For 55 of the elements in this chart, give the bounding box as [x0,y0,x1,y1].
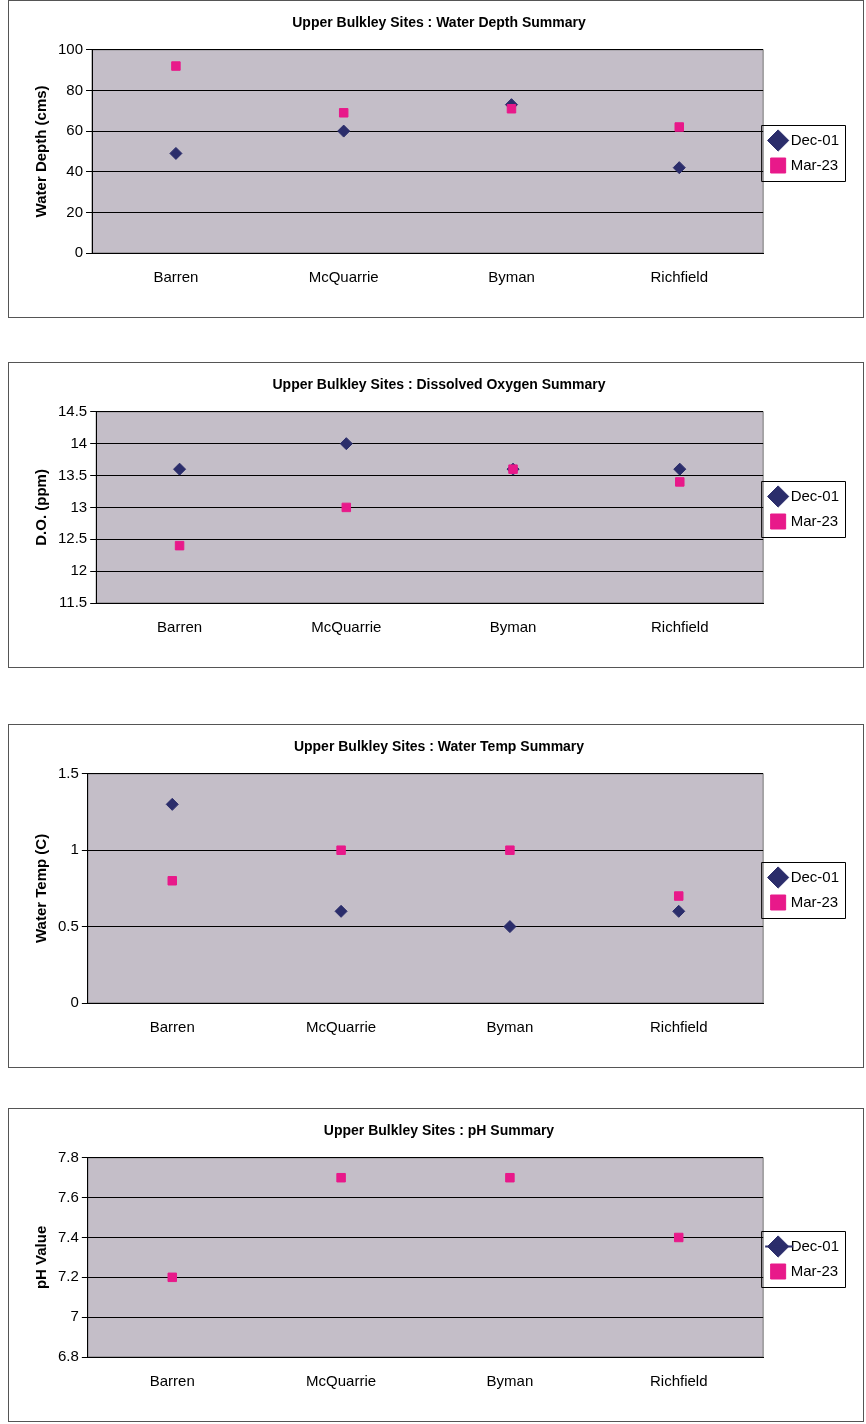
legend-label: Mar-23 [790,155,839,173]
y-tick-label: 11.5 [59,593,88,611]
legend-label: Mar-23 [790,1261,839,1279]
y-axis-title: pH Value [32,1225,50,1290]
y-tick-label: 0.5 [57,916,79,934]
legend-label: Mar-23 [790,892,839,910]
y-tick-label: 14 [70,433,88,451]
y-tick-label: 1.5 [57,763,79,781]
y-tick-label: 7.8 [57,1147,79,1165]
legend-label: Mar-23 [790,511,839,529]
y-tick-label: 40 [66,161,84,179]
y-tick-label: 13 [70,497,88,515]
x-tick-label: Richfield [651,618,709,636]
x-tick-label: Barren [153,268,199,286]
x-tick-label: Richfield [650,268,709,286]
legend-label: Dec-01 [790,130,839,148]
x-tick-label: Barren [149,1372,195,1390]
y-axis-title: D.O. (ppm) [32,469,50,546]
y-tick-label: 60 [66,121,84,139]
y-tick-label: 7 [70,1307,79,1325]
y-tick-label: 7.6 [57,1187,79,1205]
y-tick-label: 1 [70,840,79,858]
y-tick-label: 20 [66,202,84,220]
x-tick-label: Byman [489,618,537,636]
legend-label: Dec-01 [790,867,839,885]
y-tick-label: 13.5 [57,465,88,483]
y-axis-title: Water Temp (C) [32,833,50,943]
y-tick-label: 14.5 [57,401,88,419]
y-tick-label: 7.2 [57,1267,79,1285]
x-tick-label: Richfield [649,1018,708,1036]
y-axis-title: Water Depth (cms) [32,85,50,218]
x-tick-label: Barren [157,618,203,636]
x-tick-label: McQuarrie [308,268,379,286]
y-tick-label: 7.4 [57,1227,79,1245]
x-tick-label: McQuarrie [311,618,382,636]
y-tick-label: 6.8 [57,1347,79,1365]
x-tick-label: Barren [149,1018,195,1036]
x-tick-label: Byman [486,1018,534,1036]
legend-label: Dec-01 [790,486,839,504]
chart-title: Upper Bulkley Sites : Dissolved Oxygen Summary [272,376,606,393]
y-tick-label: 12 [70,561,88,579]
chart-title: Upper Bulkley Sites : pH Summary [323,1122,555,1139]
chart-title: Upper Bulkley Sites : Water Temp Summary [293,738,585,755]
legend-label: Dec-01 [790,1236,839,1254]
x-tick-label: McQuarrie [306,1372,377,1390]
y-tick-label: 100 [58,39,84,57]
x-tick-label: Richfield [649,1372,708,1390]
chart-title: Upper Bulkley Sites : Water Depth Summary [292,14,586,31]
y-tick-label: 80 [66,80,84,98]
x-tick-label: McQuarrie [306,1018,377,1036]
y-tick-label: 0 [74,243,84,261]
x-tick-label: Byman [486,1372,534,1390]
y-tick-label: 0 [70,993,79,1011]
x-tick-label: Byman [488,268,535,286]
y-tick-label: 12.5 [57,529,88,547]
